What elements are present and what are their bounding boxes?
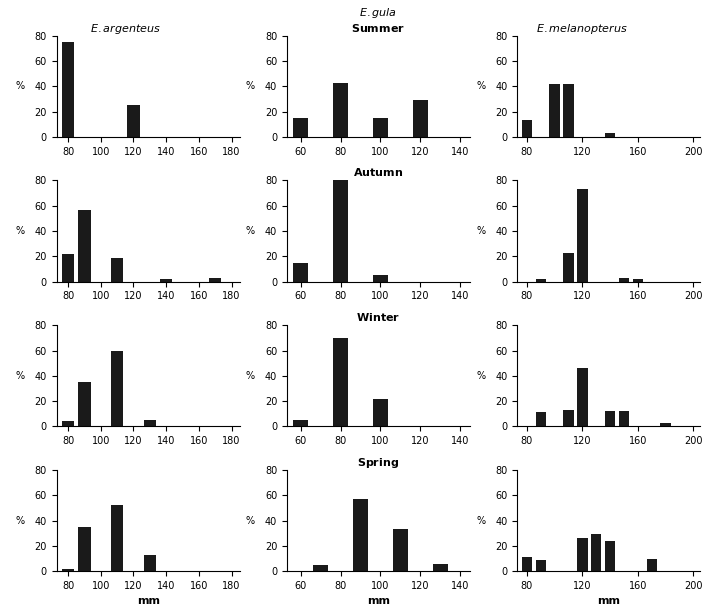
Bar <box>522 558 532 571</box>
Bar <box>373 398 388 427</box>
Y-axis label: %: % <box>16 81 25 91</box>
Title: $\mathbf{Autumn}$: $\mathbf{Autumn}$ <box>353 166 403 178</box>
Bar <box>522 121 532 137</box>
Bar <box>62 569 74 571</box>
Bar <box>373 118 388 137</box>
Y-axis label: %: % <box>16 226 25 236</box>
Title: $\mathbf{Spring}$: $\mathbf{Spring}$ <box>357 456 400 470</box>
Bar <box>535 560 546 571</box>
Bar <box>577 189 588 282</box>
Bar <box>535 412 546 427</box>
Title: $E. gula$
$\mathbf{Summer}$: $E. gula$ $\mathbf{Summer}$ <box>352 6 406 34</box>
Bar <box>111 351 123 427</box>
Bar <box>535 279 546 282</box>
Bar <box>294 420 308 427</box>
Y-axis label: %: % <box>476 226 485 236</box>
Y-axis label: %: % <box>476 81 485 91</box>
Bar <box>294 263 308 282</box>
Bar <box>605 133 615 137</box>
Bar <box>78 209 91 282</box>
Bar <box>128 105 140 137</box>
Bar <box>144 554 156 571</box>
Bar <box>564 84 574 137</box>
Bar <box>647 559 657 571</box>
Bar <box>111 258 123 282</box>
Bar <box>62 42 74 137</box>
Bar <box>144 420 156 427</box>
Bar <box>373 275 388 282</box>
Bar <box>209 278 221 282</box>
Bar <box>62 421 74 427</box>
Bar <box>62 254 74 282</box>
X-axis label: mm: mm <box>367 597 390 606</box>
X-axis label: mm: mm <box>597 597 620 606</box>
Bar <box>393 529 408 571</box>
Bar <box>577 539 588 571</box>
Bar <box>605 411 615 427</box>
Bar <box>313 565 328 571</box>
Bar <box>160 279 172 282</box>
Bar <box>564 253 574 282</box>
Bar <box>661 423 671 427</box>
Text: $E. argenteus$: $E. argenteus$ <box>89 21 160 35</box>
Y-axis label: %: % <box>246 371 255 381</box>
Bar <box>333 338 348 427</box>
Bar <box>78 382 91 427</box>
Title: $\mathbf{Winter}$: $\mathbf{Winter}$ <box>357 311 401 323</box>
Bar <box>333 83 348 137</box>
Bar <box>294 118 308 137</box>
Bar <box>605 541 615 571</box>
Text: $E. melanopterus$: $E. melanopterus$ <box>535 21 627 35</box>
Bar <box>78 527 91 571</box>
Bar <box>619 411 629 427</box>
Bar <box>564 410 574 427</box>
Bar <box>353 499 368 571</box>
Bar <box>333 181 348 282</box>
Y-axis label: %: % <box>16 515 25 526</box>
Bar <box>111 506 123 571</box>
Bar <box>591 534 601 571</box>
Bar <box>549 84 560 137</box>
Bar <box>632 279 643 282</box>
Y-axis label: %: % <box>246 515 255 526</box>
Bar <box>413 100 428 137</box>
X-axis label: mm: mm <box>137 597 160 606</box>
Bar <box>432 564 447 571</box>
Y-axis label: %: % <box>476 515 485 526</box>
Y-axis label: %: % <box>476 371 485 381</box>
Bar <box>619 278 629 282</box>
Y-axis label: %: % <box>16 371 25 381</box>
Y-axis label: %: % <box>246 81 255 91</box>
Bar <box>577 368 588 427</box>
Y-axis label: %: % <box>246 226 255 236</box>
